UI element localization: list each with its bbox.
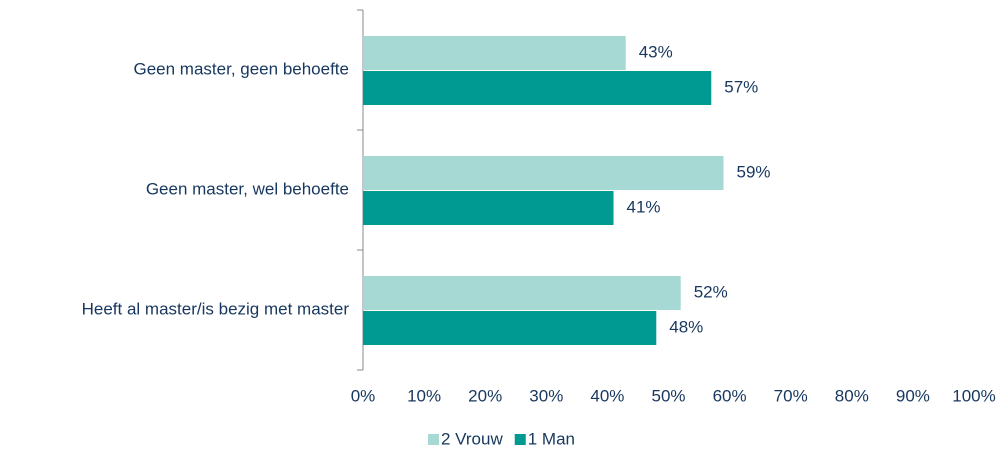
x-tick-label: 80% [835, 386, 869, 405]
data-label: 43% [639, 42, 673, 61]
x-tick-label: 100% [952, 386, 995, 405]
y-tick-label: Geen master, wel behoefte [146, 179, 349, 198]
y-tick-label: Heeft al master/is bezig met master [82, 299, 350, 318]
data-label: 57% [724, 77, 758, 96]
x-tick-label: 0% [351, 386, 376, 405]
bar [363, 71, 712, 105]
data-label: 52% [694, 282, 728, 301]
legend-label: 2 Vrouw [441, 429, 503, 448]
bar [363, 156, 724, 190]
x-tick-label: 70% [774, 386, 808, 405]
bar [363, 311, 657, 345]
data-label: 41% [627, 197, 661, 216]
data-label: 59% [736, 162, 770, 181]
y-tick-label: Geen master, geen behoefte [134, 59, 350, 78]
x-tick-label: 20% [468, 386, 502, 405]
x-tick-label: 10% [407, 386, 441, 405]
data-label: 48% [669, 317, 703, 336]
bar [363, 191, 614, 225]
legend-label: 1 Man [528, 429, 575, 448]
bar [363, 36, 626, 70]
legend-swatch [428, 434, 439, 445]
x-tick-label: 30% [529, 386, 563, 405]
legend-swatch [514, 434, 526, 445]
x-tick-label: 40% [590, 386, 624, 405]
bar [363, 276, 681, 310]
x-tick-label: 60% [713, 386, 747, 405]
x-tick-label: 50% [651, 386, 685, 405]
x-tick-label: 90% [896, 386, 930, 405]
